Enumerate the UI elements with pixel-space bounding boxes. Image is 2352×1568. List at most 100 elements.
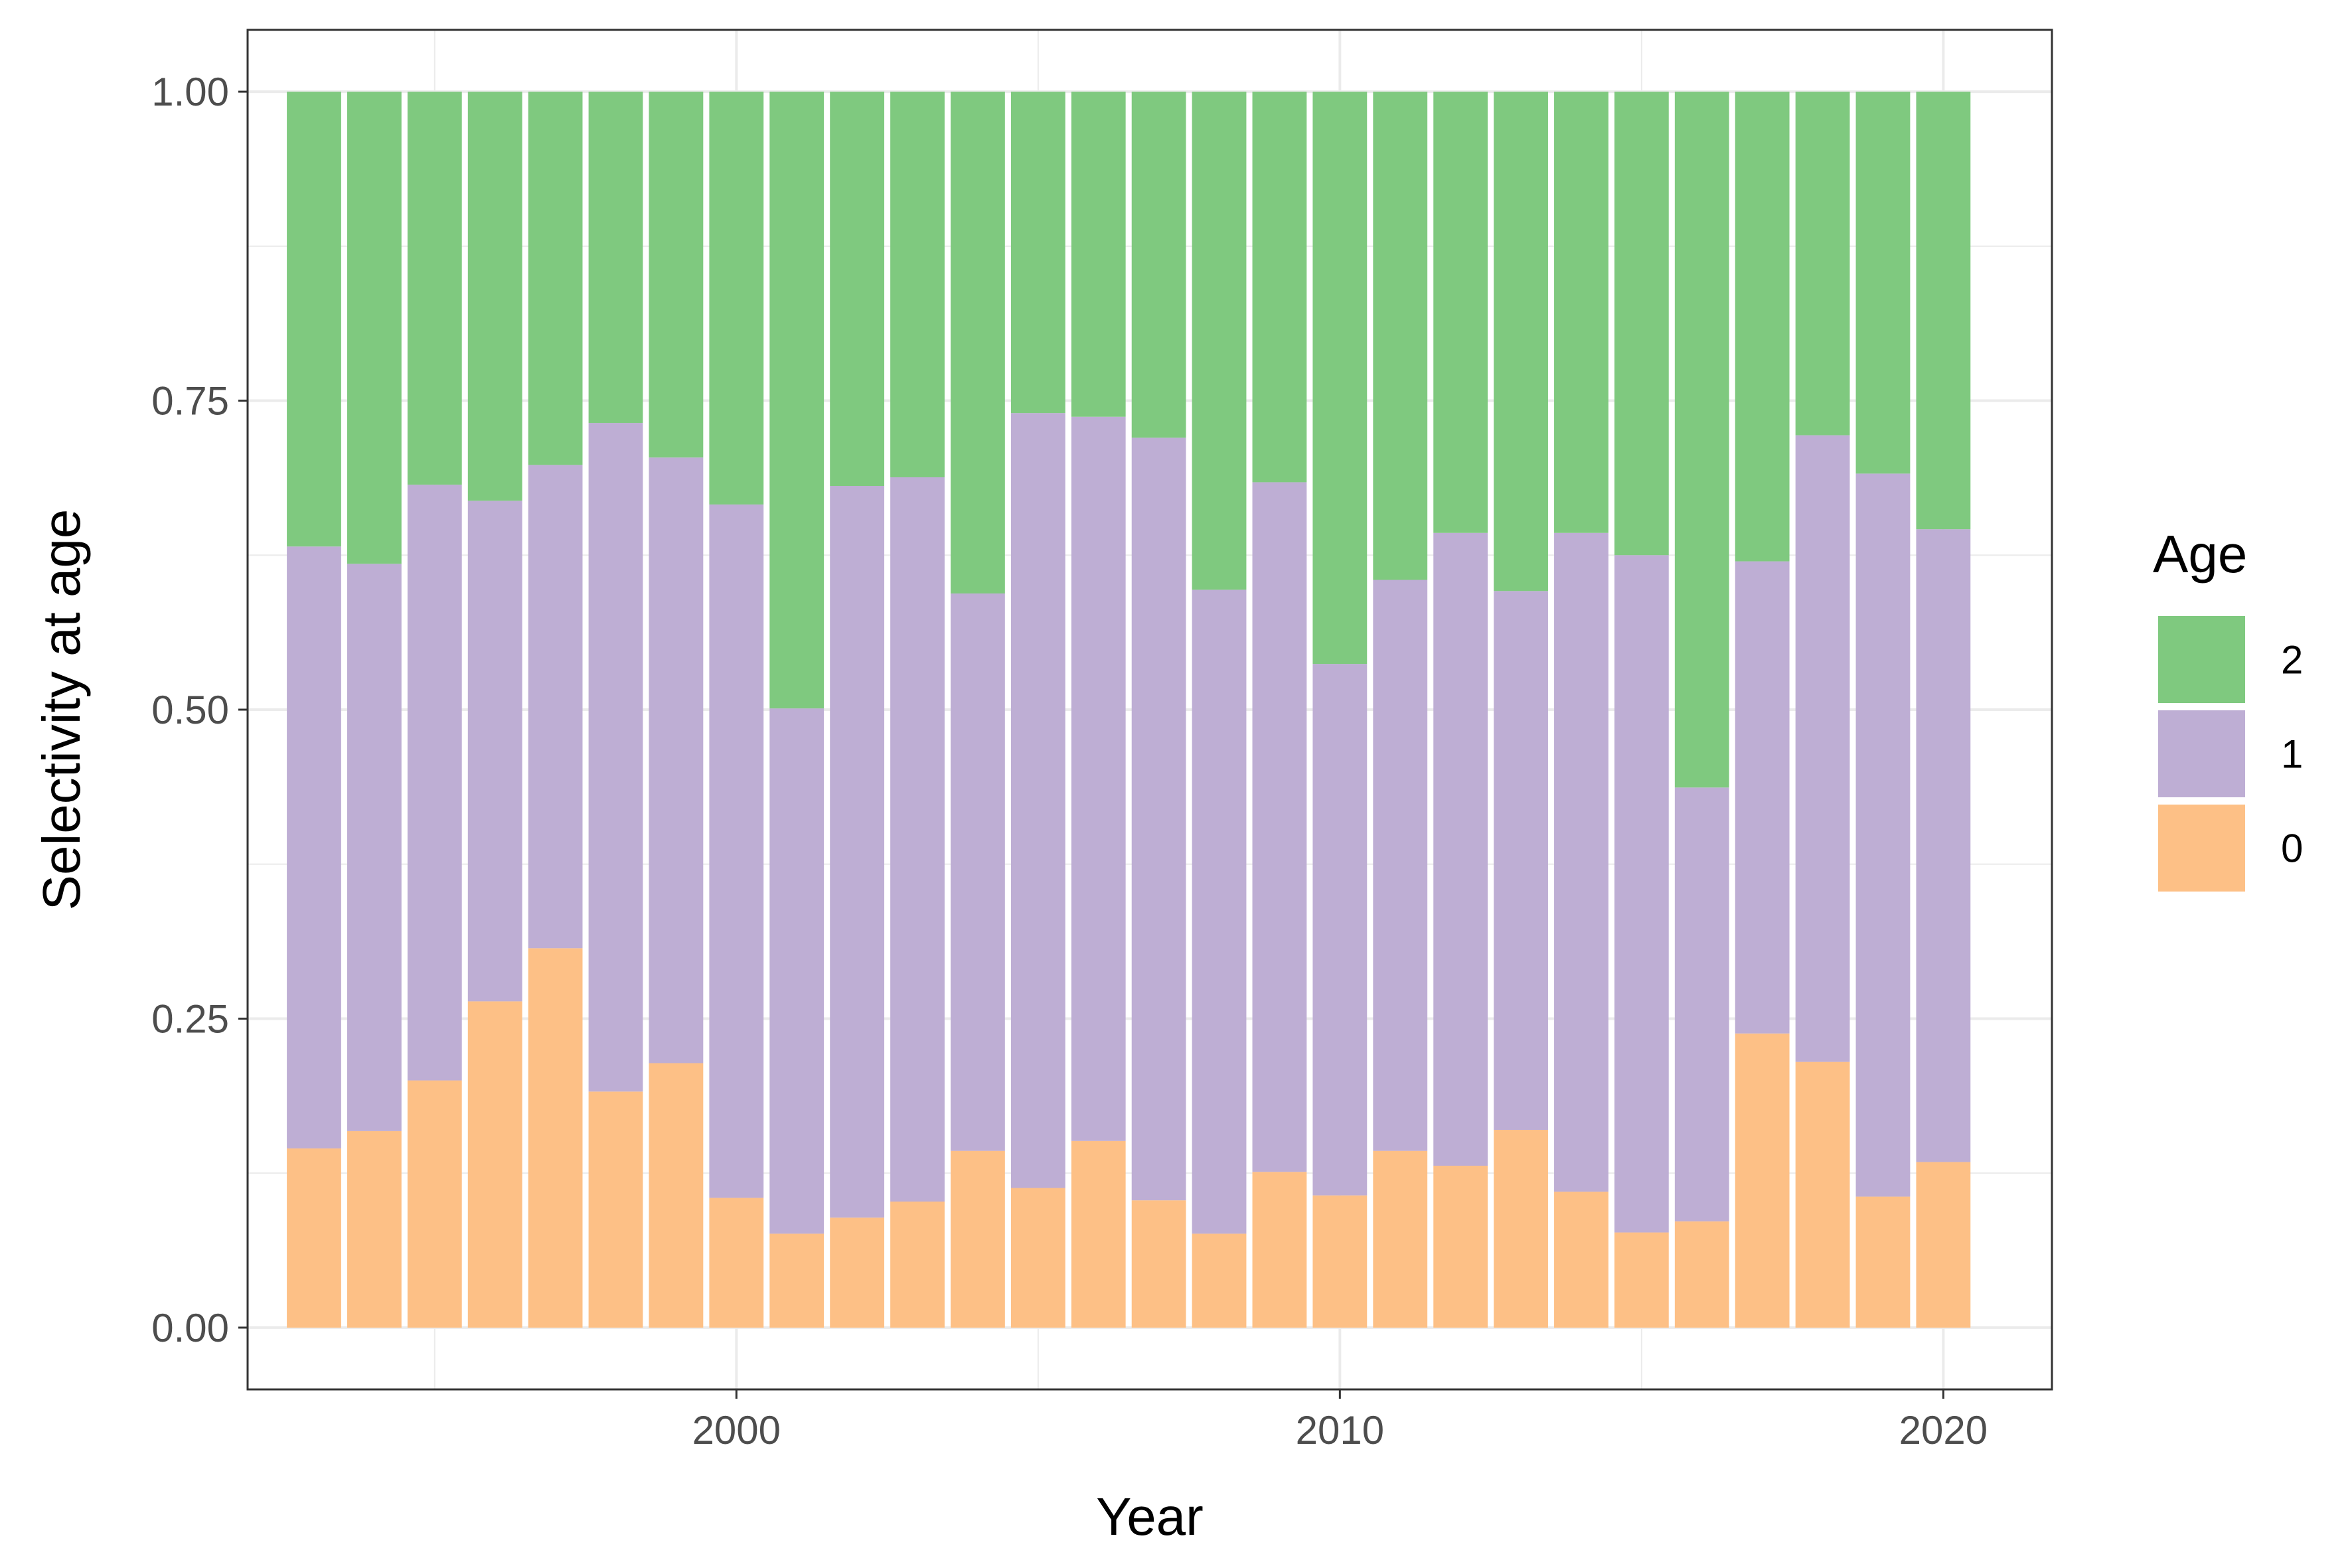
bar-segment-age-2 xyxy=(407,92,462,485)
bar-segment-age-0 xyxy=(287,1148,341,1328)
bar-segment-age-2 xyxy=(1433,92,1488,533)
bar-segment-age-2 xyxy=(890,92,945,477)
bar-segment-age-0 xyxy=(649,1063,704,1328)
bar-segment-age-1 xyxy=(890,477,945,1202)
legend-key-age-0 xyxy=(2158,805,2245,892)
bar-segment-age-1 xyxy=(528,465,583,949)
bar-segment-age-2 xyxy=(709,92,764,505)
y-axis-title: Selectivity at age xyxy=(32,509,91,911)
bar-segment-age-1 xyxy=(1674,787,1729,1221)
bar-segment-age-0 xyxy=(890,1202,945,1328)
bar-segment-age-2 xyxy=(1010,92,1065,414)
bar-segment-age-2 xyxy=(1614,92,1669,556)
bar-segment-age-1 xyxy=(1312,664,1368,1196)
bar-segment-age-2 xyxy=(1674,92,1729,788)
bar-segment-age-0 xyxy=(1614,1232,1669,1328)
bar-segment-age-2 xyxy=(1554,92,1608,533)
bar-segment-age-0 xyxy=(1192,1233,1247,1328)
bar-segment-age-2 xyxy=(347,92,402,564)
bar-segment-age-0 xyxy=(1433,1166,1488,1328)
bar-segment-age-0 xyxy=(1071,1140,1126,1328)
legend-title: Age xyxy=(2153,524,2247,584)
bar-segment-age-0 xyxy=(1373,1150,1428,1328)
bar-segment-age-0 xyxy=(1131,1200,1186,1328)
bar-segment-age-2 xyxy=(951,92,1005,593)
bar-segment-age-0 xyxy=(588,1091,643,1328)
bar-segment-age-1 xyxy=(347,564,402,1131)
bar-segment-age-2 xyxy=(1916,92,1971,530)
x-tick-label: 2020 xyxy=(1899,1408,1988,1452)
bar-segment-age-0 xyxy=(347,1131,402,1328)
y-tick-label: 1.00 xyxy=(151,70,229,114)
bar-segment-age-0 xyxy=(709,1198,764,1328)
bar-segment-age-2 xyxy=(1494,92,1548,591)
bar-segment-age-2 xyxy=(769,92,824,709)
bar-segment-age-2 xyxy=(1373,92,1428,580)
legend-key-age-2 xyxy=(2158,616,2245,703)
bar-segment-age-1 xyxy=(1010,413,1065,1188)
bar-segment-age-1 xyxy=(951,593,1005,1151)
bars xyxy=(287,92,1971,1328)
x-axis: 2000 2010 2020 xyxy=(692,1389,1988,1452)
bar-segment-age-1 xyxy=(588,423,643,1092)
bar-segment-age-2 xyxy=(830,92,885,487)
bar-segment-age-0 xyxy=(407,1080,462,1328)
bar-segment-age-1 xyxy=(1494,591,1548,1131)
bar-segment-age-0 xyxy=(951,1150,1005,1328)
bar-segment-age-1 xyxy=(1071,416,1126,1141)
bar-segment-age-0 xyxy=(528,948,583,1328)
x-axis-title: Year xyxy=(1096,1487,1204,1546)
bar-segment-age-2 xyxy=(588,92,643,424)
bar-segment-age-0 xyxy=(1795,1061,1850,1328)
bar-segment-age-2 xyxy=(1252,92,1307,483)
y-tick-label: 0.50 xyxy=(151,688,229,732)
bar-segment-age-1 xyxy=(1855,473,1911,1197)
legend-items: 2 1 0 xyxy=(2158,616,2303,892)
bar-segment-age-0 xyxy=(467,1001,522,1328)
x-tick-label: 2000 xyxy=(692,1408,781,1452)
y-tick-label: 0.25 xyxy=(151,996,229,1041)
bar-segment-age-0 xyxy=(1252,1172,1307,1328)
legend-label-age-0: 0 xyxy=(2281,826,2303,871)
bar-segment-age-2 xyxy=(1192,92,1247,590)
bar-segment-age-2 xyxy=(467,92,522,501)
bar-segment-age-2 xyxy=(1312,92,1368,665)
bar-segment-age-0 xyxy=(769,1233,824,1328)
bar-segment-age-0 xyxy=(1674,1221,1729,1328)
legend-label-age-1: 1 xyxy=(2281,732,2303,777)
bar-segment-age-1 xyxy=(467,501,522,1002)
bar-segment-age-0 xyxy=(1312,1195,1368,1328)
bar-segment-age-0 xyxy=(1494,1130,1548,1328)
y-tick-label: 0.00 xyxy=(151,1306,229,1350)
bar-segment-age-1 xyxy=(1252,482,1307,1172)
bar-segment-age-1 xyxy=(1131,437,1186,1201)
x-tick-label: 2010 xyxy=(1296,1408,1384,1452)
bar-segment-age-1 xyxy=(709,504,764,1198)
y-axis: 0.00 0.25 0.50 0.75 1.00 xyxy=(151,70,248,1350)
legend: Age 2 1 0 xyxy=(2153,524,2303,892)
bar-segment-age-0 xyxy=(1554,1192,1608,1328)
bar-segment-age-2 xyxy=(528,92,583,465)
bar-segment-age-2 xyxy=(287,92,341,547)
legend-key-age-1 xyxy=(2158,710,2245,797)
y-tick-label: 0.75 xyxy=(151,379,229,424)
bar-segment-age-1 xyxy=(287,546,341,1148)
bar-segment-age-1 xyxy=(649,457,704,1063)
bar-segment-age-1 xyxy=(1614,555,1669,1233)
bar-segment-age-1 xyxy=(769,708,824,1234)
bar-segment-age-2 xyxy=(1131,92,1186,438)
bar-segment-age-1 xyxy=(1735,561,1790,1034)
bar-segment-age-2 xyxy=(649,92,704,458)
bar-segment-age-2 xyxy=(1735,92,1790,562)
bar-segment-age-0 xyxy=(1916,1162,1971,1328)
bar-segment-age-1 xyxy=(1192,589,1247,1234)
bar-segment-age-1 xyxy=(1554,532,1608,1192)
bar-segment-age-1 xyxy=(1373,580,1428,1151)
bar-segment-age-0 xyxy=(1010,1188,1065,1328)
legend-label-age-2: 2 xyxy=(2281,638,2303,682)
bar-segment-age-2 xyxy=(1071,92,1126,417)
bar-segment-age-0 xyxy=(1735,1033,1790,1328)
bar-segment-age-1 xyxy=(830,486,885,1218)
bar-segment-age-1 xyxy=(1916,529,1971,1162)
